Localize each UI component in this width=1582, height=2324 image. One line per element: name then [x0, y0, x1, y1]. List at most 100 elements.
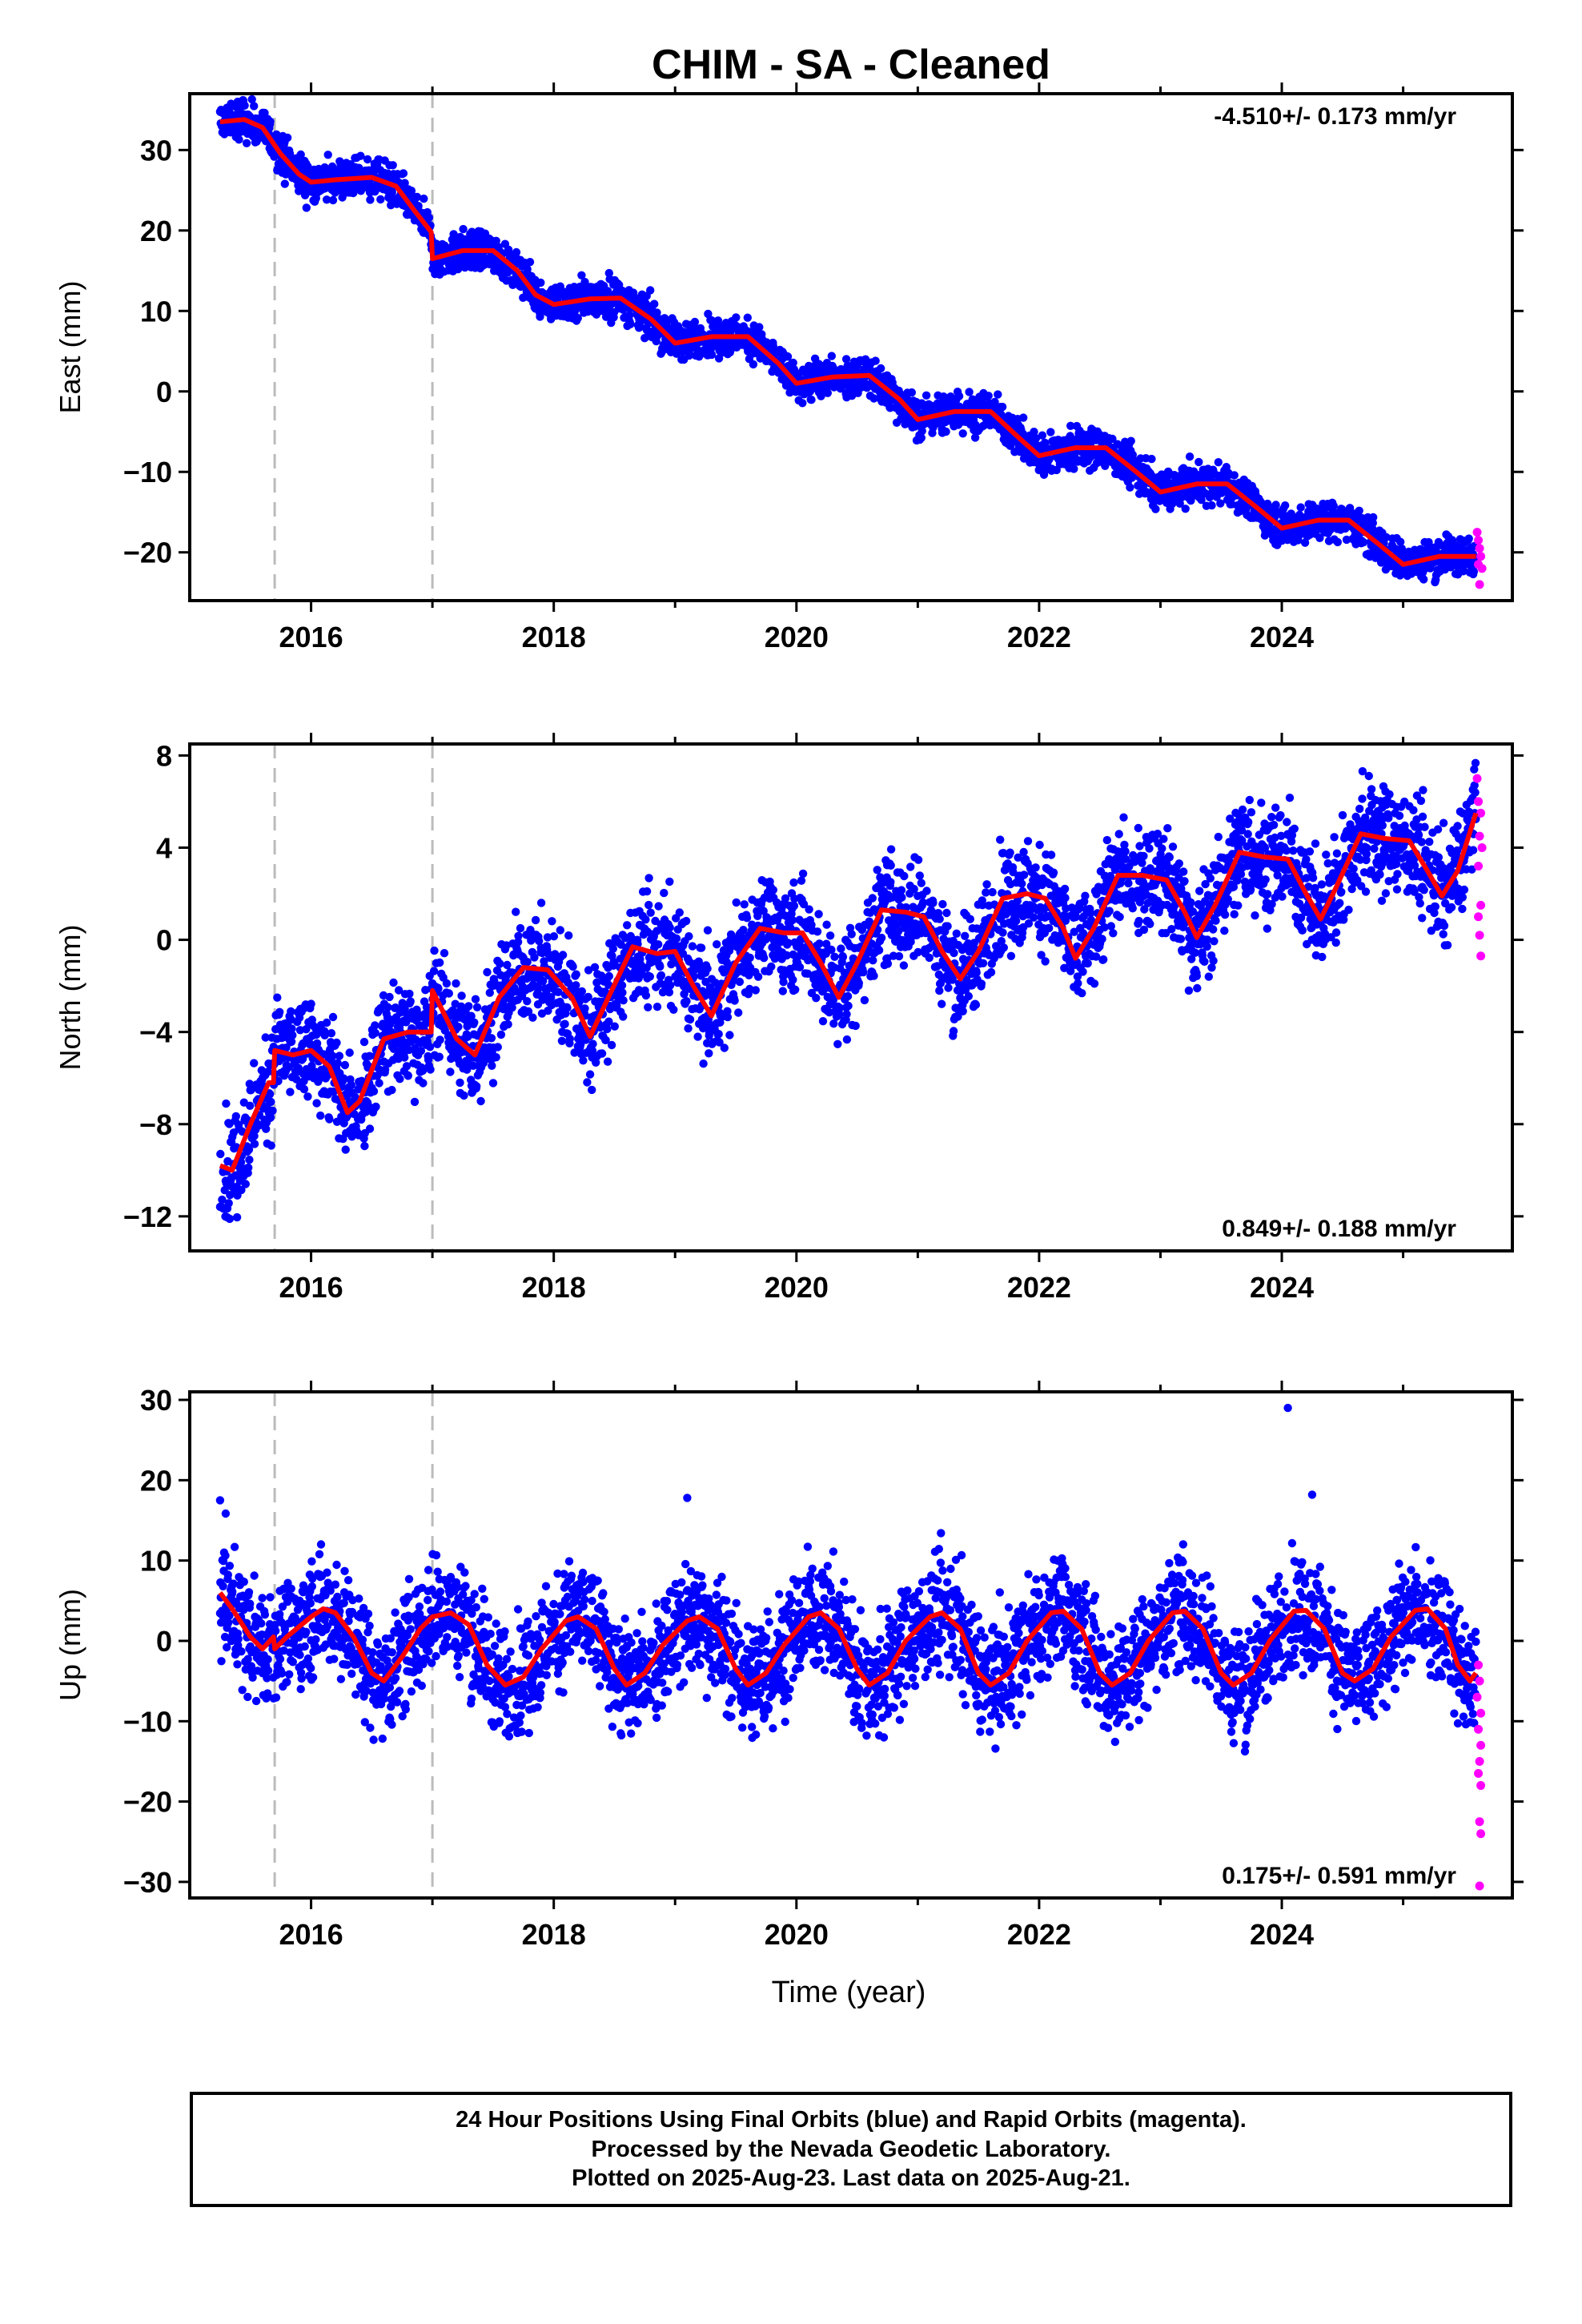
final-point	[241, 1180, 250, 1188]
final-point	[442, 979, 452, 988]
final-point	[665, 923, 674, 932]
final-point	[732, 313, 741, 322]
final-point	[487, 1034, 496, 1043]
final-point	[745, 953, 754, 963]
x-tick-label: 2020	[765, 621, 829, 653]
final-point	[388, 161, 397, 170]
x-tick-label: 2018	[522, 621, 586, 653]
x-tick-label: 2024	[1250, 621, 1314, 653]
final-point	[370, 166, 379, 175]
final-point	[624, 311, 634, 320]
final-point	[584, 992, 592, 1002]
final-point	[723, 1012, 733, 1022]
final-point	[267, 1141, 275, 1150]
final-point	[877, 364, 885, 373]
final-point	[705, 1049, 713, 1058]
final-point	[250, 1140, 259, 1148]
final-point	[994, 390, 1002, 399]
final-point	[681, 916, 691, 926]
final-point	[672, 934, 681, 943]
final-point	[1126, 436, 1135, 445]
rapid-point	[1474, 536, 1484, 545]
final-point	[742, 914, 752, 923]
final-point	[619, 996, 628, 1005]
final-point	[440, 949, 449, 958]
final-point	[641, 915, 650, 924]
y-tick-label: 30	[140, 134, 172, 167]
final-point	[604, 971, 613, 981]
final-point	[825, 931, 835, 940]
final-point	[560, 1019, 569, 1028]
final-point	[1046, 428, 1055, 436]
final-point	[523, 958, 532, 967]
x-tick-label: 2016	[279, 621, 343, 653]
final-point	[528, 1013, 537, 1022]
final-point	[807, 396, 816, 404]
final-point	[789, 878, 798, 887]
final-point	[734, 1008, 743, 1017]
final-point	[641, 991, 651, 1000]
final-orbit-points	[215, 758, 1480, 1224]
final-point	[730, 996, 739, 1005]
final-point	[583, 1078, 592, 1087]
rapid-point	[1475, 544, 1484, 553]
final-point	[585, 1070, 595, 1079]
final-point	[588, 1039, 597, 1048]
final-point	[376, 195, 385, 204]
final-point	[665, 877, 674, 887]
final-point	[242, 139, 251, 147]
final-point	[225, 1214, 235, 1224]
final-point	[247, 94, 256, 104]
final-point	[942, 427, 950, 436]
final-point	[503, 960, 512, 970]
final-point	[549, 932, 559, 941]
final-point	[814, 910, 823, 919]
final-point	[514, 931, 523, 941]
final-point	[1419, 575, 1428, 584]
final-point	[1214, 458, 1223, 467]
final-point	[399, 169, 408, 178]
final-point	[363, 155, 372, 164]
final-point	[232, 1212, 242, 1222]
final-point	[303, 1092, 312, 1101]
final-point	[1019, 413, 1028, 422]
final-point	[563, 1003, 572, 1012]
final-point	[345, 1048, 354, 1057]
final-point	[470, 1018, 479, 1027]
final-point	[420, 194, 428, 203]
final-point	[813, 927, 822, 936]
final-point	[1359, 538, 1368, 547]
final-point	[231, 1112, 240, 1121]
final-point	[564, 931, 573, 940]
final-point	[704, 309, 713, 319]
final-point	[273, 993, 282, 1002]
final-point	[707, 350, 717, 360]
final-point	[454, 1023, 463, 1031]
final-point	[322, 195, 331, 204]
final-point	[818, 1017, 828, 1026]
final-point	[965, 388, 974, 396]
final-point	[216, 1149, 225, 1159]
final-point	[512, 247, 521, 257]
final-point	[688, 942, 697, 951]
final-point	[476, 1096, 485, 1106]
final-point	[654, 940, 663, 949]
final-point	[410, 1097, 420, 1107]
final-point	[597, 1049, 607, 1058]
final-point	[464, 1002, 473, 1011]
final-point	[365, 1124, 375, 1133]
final-point	[280, 179, 289, 188]
final-point	[483, 967, 492, 977]
final-point	[603, 1057, 612, 1066]
final-point	[369, 1087, 379, 1096]
final-point	[907, 388, 917, 397]
final-point	[642, 887, 652, 896]
final-point	[356, 151, 365, 160]
final-point	[753, 972, 763, 981]
final-point	[1355, 506, 1363, 515]
final-point	[665, 981, 675, 990]
final-point	[580, 277, 589, 287]
final-point	[359, 1037, 369, 1047]
final-point	[488, 1061, 496, 1071]
